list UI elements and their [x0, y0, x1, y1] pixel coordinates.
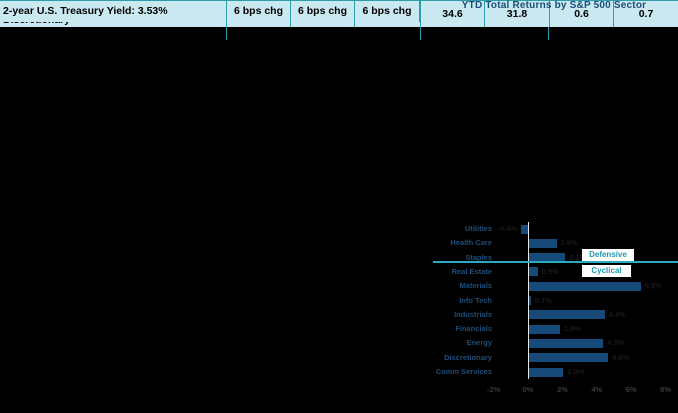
chart-category-label: Comm Services — [435, 367, 492, 376]
value-cell: 0.7 — [613, 0, 678, 27]
chart-value-label: 4.3% — [606, 338, 625, 348]
value-cell: 31.8 — [484, 0, 549, 27]
chart-bar — [529, 367, 564, 377]
chart-bar — [529, 324, 560, 334]
chart-category-label: Health Care — [450, 238, 492, 248]
chart-category-label: Staples — [465, 252, 492, 262]
chart-category-label: Real Estate — [451, 266, 492, 276]
chart-category-label: Energy — [466, 338, 492, 348]
value-cell: 34.6 — [420, 0, 484, 27]
row-label-cell: 2-year U.S. Treasury Yield: 3.53% — [0, 0, 226, 22]
chart-bar — [529, 281, 641, 291]
value-cell: 6 bps chg — [290, 0, 354, 22]
chart-axis-tick: 2% — [556, 385, 568, 394]
chart-bar — [529, 296, 531, 305]
chart-axis-tick: 0% — [522, 385, 534, 394]
chart-bar — [529, 338, 603, 348]
chart-axis-tick: -2% — [486, 385, 501, 394]
chart-zero-axis-line — [528, 222, 529, 379]
defensive-group-label: Defensive — [582, 249, 634, 261]
chart-value-label: 1.6% — [560, 238, 578, 248]
chart-bar — [529, 353, 609, 363]
chart-category-label: Industrials — [454, 309, 492, 319]
chart-axis-tick: 4% — [591, 385, 603, 394]
chart-axis-tick: 8% — [660, 385, 672, 394]
chart-category-label: Materials — [459, 281, 492, 291]
chart-value-label: 1.8% — [563, 324, 582, 334]
chart-value-label: 4.4% — [608, 309, 626, 319]
defensive-cyclical-divider-line — [433, 261, 678, 263]
table-row: 2-year U.S. Treasury Yield: 3.53% 6 bps … — [0, 0, 420, 22]
chart-value-label: 6.5% — [644, 281, 662, 291]
chart-bar — [521, 224, 528, 234]
chart-bar — [529, 310, 605, 320]
chart-value-label: 2.0% — [567, 367, 585, 376]
cyclical-group-label: Cyclical — [582, 265, 631, 277]
value-cell: 0.6 — [549, 0, 613, 27]
chart-category-label: Utilities — [464, 224, 492, 233]
value-cell: 6 bps chg — [354, 0, 420, 22]
chart-value-label: -0.4% — [497, 224, 518, 233]
chart-value-label: 4.6% — [612, 352, 630, 362]
chart-category-label: Info Tech — [459, 295, 492, 305]
bond-recap-bottom-border — [0, 0, 420, 1]
chart-axis-tick: 6% — [625, 385, 637, 394]
chart-title: YTD Total Returns by S&P 500 Sector — [461, 0, 647, 11]
chart-value-label: 2.1% — [569, 252, 587, 262]
chart-category-label: Discretionary — [444, 352, 492, 362]
chart-bar — [529, 253, 566, 263]
chart-bar — [529, 238, 557, 248]
chart-bar — [529, 267, 538, 277]
chart-category-label: Financials — [455, 324, 492, 334]
table-gap-row — [0, 0, 420, 19]
chart-value-label: 0.5% — [541, 266, 559, 276]
chart-value-label: 0.1% — [534, 295, 552, 305]
